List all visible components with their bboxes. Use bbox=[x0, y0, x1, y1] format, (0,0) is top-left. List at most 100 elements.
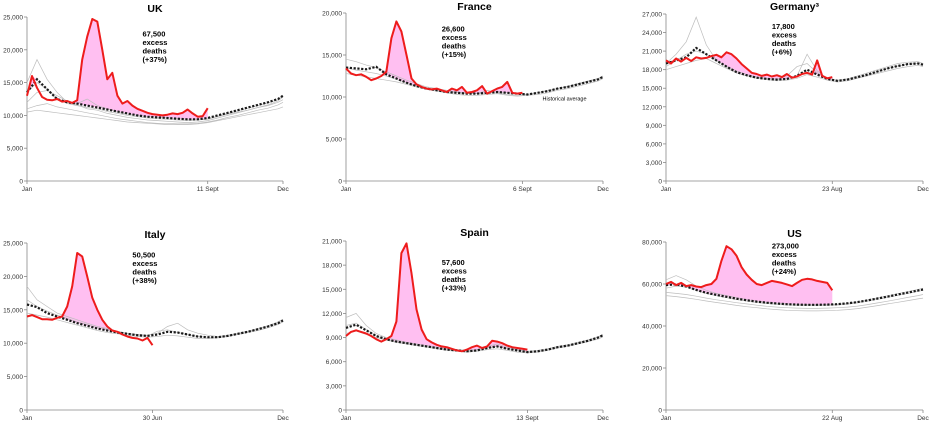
x-tick-label: Jan bbox=[661, 415, 672, 422]
excess-deaths-annotation: excess bbox=[142, 38, 167, 47]
country-line bbox=[665, 245, 834, 291]
y-tick-label: 20,000 bbox=[642, 366, 662, 373]
excess-deaths-annotation: 17,800 bbox=[772, 22, 795, 31]
previous-year-line bbox=[665, 58, 924, 83]
excess-deaths-annotation: 67,500 bbox=[142, 30, 165, 39]
x-tick-label: 30 Jun bbox=[143, 415, 163, 422]
y-tick-label: 20,000 bbox=[322, 11, 342, 18]
y-tick-label: 15,000 bbox=[3, 80, 23, 87]
historical-average-line bbox=[26, 303, 284, 339]
chart-title: Spain bbox=[460, 227, 489, 239]
y-tick-label: 9,000 bbox=[646, 123, 663, 130]
excess-deaths-annotation: excess bbox=[772, 30, 797, 39]
previous-year-line bbox=[26, 101, 284, 125]
y-tick-label: 3,000 bbox=[326, 383, 343, 390]
excess-deaths-annotation: deaths bbox=[142, 47, 166, 56]
y-tick-label: 25,000 bbox=[3, 241, 23, 248]
x-tick-label: 13 Sept bbox=[516, 415, 539, 422]
y-tick-label: 15,000 bbox=[322, 53, 342, 60]
excess-deaths-annotation: deaths bbox=[442, 275, 466, 284]
excess-area bbox=[27, 253, 153, 336]
x-tick-label: Jan bbox=[22, 415, 33, 422]
previous-year-line bbox=[665, 292, 924, 309]
previous-year-line bbox=[665, 16, 924, 81]
excess-deaths-annotation: 26,600 bbox=[442, 24, 465, 33]
y-tick-label: 15,000 bbox=[642, 86, 662, 93]
historical-average-line bbox=[665, 46, 924, 82]
chart-title: US bbox=[787, 228, 802, 240]
excess-deaths-annotation: deaths bbox=[772, 39, 796, 48]
y-tick-label: 10,000 bbox=[3, 341, 23, 348]
excess-deaths-annotation: (+24%) bbox=[772, 267, 797, 276]
x-tick-label: 11 Sept bbox=[197, 186, 219, 193]
y-tick-label: 10,000 bbox=[3, 113, 23, 120]
y-tick-label: 15,000 bbox=[322, 287, 342, 294]
country-line bbox=[345, 242, 528, 353]
excess-area bbox=[346, 21, 523, 95]
historical-average-line bbox=[345, 65, 604, 96]
excess-deaths-annotation: 50,500 bbox=[132, 251, 155, 260]
excess-area bbox=[666, 48, 833, 80]
y-tick-label: 0 bbox=[338, 179, 342, 186]
excess-deaths-annotation: (+37%) bbox=[142, 55, 167, 64]
previous-year-line bbox=[26, 312, 284, 339]
x-tick-label: Jan bbox=[341, 186, 352, 193]
excess-deaths-annotation: (+6%) bbox=[772, 47, 793, 56]
excess-deaths-annotation: (+38%) bbox=[132, 276, 157, 285]
chart-italy: Italy 0 5,000 10,000 15,000 20,000 25,000 Jan 30… bbox=[3, 229, 289, 422]
chart-title: UK bbox=[147, 3, 163, 15]
x-tick-label: Dec bbox=[917, 415, 929, 422]
excess-area bbox=[346, 243, 528, 353]
x-tick-label: Dec bbox=[277, 415, 289, 422]
y-tick-label: 0 bbox=[338, 408, 342, 415]
chart-title: Germany³ bbox=[770, 1, 820, 13]
chart-spain: Spain 0 3,000 6,000 9,000 12,000 15,000 18,000 2… bbox=[322, 227, 609, 422]
y-tick-label: 25,000 bbox=[3, 15, 23, 22]
historical-average-line bbox=[665, 283, 924, 306]
y-tick-label: 12,000 bbox=[322, 311, 342, 318]
y-tick-label: 6,000 bbox=[646, 141, 663, 148]
previous-year-line bbox=[665, 295, 924, 312]
excess-deaths-annotation: excess bbox=[442, 33, 467, 42]
country-line bbox=[26, 252, 154, 346]
x-tick-label: Jan bbox=[661, 186, 672, 193]
y-tick-label: 10,000 bbox=[322, 95, 342, 102]
historical-average-line bbox=[345, 323, 604, 354]
y-tick-label: 5,000 bbox=[326, 137, 343, 144]
excess-deaths-annotation: 57,600 bbox=[442, 258, 465, 267]
x-tick-label: 23 Aug bbox=[822, 186, 843, 193]
y-tick-label: 24,000 bbox=[642, 30, 662, 37]
excess-deaths-annotation: deaths bbox=[772, 258, 796, 267]
previous-year-line bbox=[26, 106, 284, 125]
excess-deaths-annotation: (+15%) bbox=[442, 50, 467, 59]
y-tick-label: 0 bbox=[658, 408, 662, 415]
chart-title: France bbox=[457, 1, 492, 13]
excess-deaths-annotation: excess bbox=[772, 250, 797, 259]
y-tick-label: 80,000 bbox=[642, 240, 662, 247]
historical-average-label: Historical average bbox=[543, 96, 587, 102]
excess-deaths-annotation: (+33%) bbox=[442, 284, 467, 293]
y-tick-label: 9,000 bbox=[326, 335, 343, 342]
chart-uk: UK 0 5,000 10,000 15,000 20,000 25,000 Jan 11 Se… bbox=[3, 3, 289, 193]
y-tick-label: 21,000 bbox=[322, 239, 342, 246]
excess-area bbox=[666, 246, 833, 305]
previous-year-line bbox=[26, 299, 284, 338]
y-tick-label: 0 bbox=[19, 179, 23, 186]
previous-year-line bbox=[26, 286, 284, 337]
y-tick-label: 5,000 bbox=[7, 146, 24, 153]
y-tick-label: 6,000 bbox=[326, 359, 343, 366]
country-line bbox=[26, 18, 209, 118]
y-tick-label: 60,000 bbox=[642, 282, 662, 289]
y-tick-label: 21,000 bbox=[642, 49, 662, 56]
x-tick-label: Dec bbox=[277, 186, 289, 193]
y-tick-label: 15,000 bbox=[3, 307, 23, 314]
chart-france: France 0 5,000 10,000 15,000 20,000 Jan 6 Sept D… bbox=[322, 1, 609, 193]
excess-deaths-annotation: excess bbox=[442, 267, 467, 276]
chart-title: Italy bbox=[144, 229, 165, 241]
excess-area bbox=[27, 19, 208, 120]
x-tick-label: Dec bbox=[597, 186, 609, 193]
x-tick-label: Dec bbox=[597, 415, 609, 422]
y-tick-label: 3,000 bbox=[646, 160, 663, 167]
